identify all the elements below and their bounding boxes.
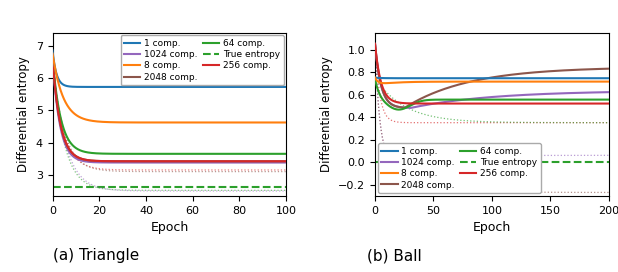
Text: (b) Ball: (b) Ball xyxy=(367,248,421,263)
Y-axis label: Differential entropy: Differential entropy xyxy=(320,56,332,172)
Legend: 1 comp., 1024 comp., 8 comp., 2048 comp., 64 comp., True entropy, 256 comp.: 1 comp., 1024 comp., 8 comp., 2048 comp.… xyxy=(378,143,541,193)
X-axis label: Epoch: Epoch xyxy=(473,221,511,234)
X-axis label: Epoch: Epoch xyxy=(150,221,188,234)
Y-axis label: Differential entropy: Differential entropy xyxy=(17,56,30,172)
Legend: 1 comp., 1024 comp., 8 comp., 2048 comp., 64 comp., True entropy, 256 comp.: 1 comp., 1024 comp., 8 comp., 2048 comp.… xyxy=(121,35,284,85)
Text: (a) Triangle: (a) Triangle xyxy=(53,248,139,263)
